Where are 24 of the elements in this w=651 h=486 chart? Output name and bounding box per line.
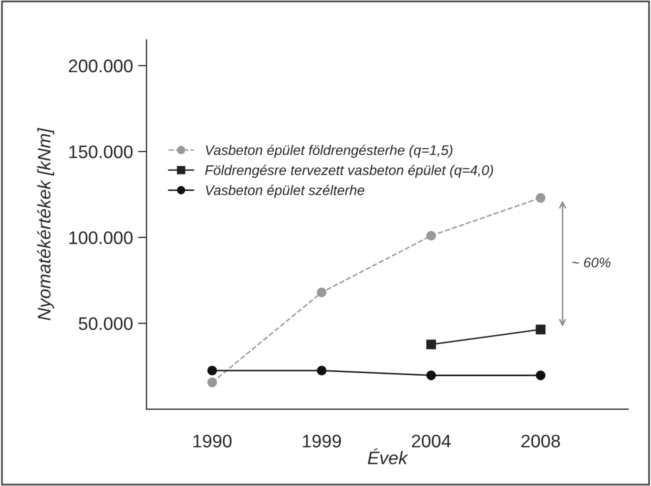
point [536, 324, 546, 334]
y-tick-label: 200.000 [68, 60, 133, 72]
legend-label: Vasbeton épület földrengésterhe (q=1,5) [206, 144, 452, 158]
point [316, 288, 327, 298]
point [536, 370, 546, 380]
point [536, 193, 546, 203]
legend-label: Vasbeton épület szélterhe [206, 184, 364, 198]
y-tick-label: 50.000 [78, 317, 133, 330]
y-axis-title: Nyomatékértékek [kNm] [37, 128, 54, 320]
x-tick-label: 2008 [521, 434, 560, 448]
x-tick-label: 1990 [193, 434, 232, 448]
y-tick-label: 150.000 [69, 145, 133, 158]
x-axis-title: Évek [368, 448, 408, 464]
point [207, 366, 218, 376]
point [316, 366, 327, 376]
point [426, 230, 436, 241]
x-tick-label: 1999 [302, 434, 341, 448]
point [207, 378, 218, 388]
annotation: ~ 60% [572, 258, 610, 268]
legend-label: Földrengésre tervezett vasbeton épület (q=4,0) [205, 164, 494, 178]
point [426, 340, 436, 350]
x-tick-label: 2004 [412, 434, 451, 448]
y-tick-label: 100.000 [69, 231, 133, 244]
point [426, 370, 436, 380]
